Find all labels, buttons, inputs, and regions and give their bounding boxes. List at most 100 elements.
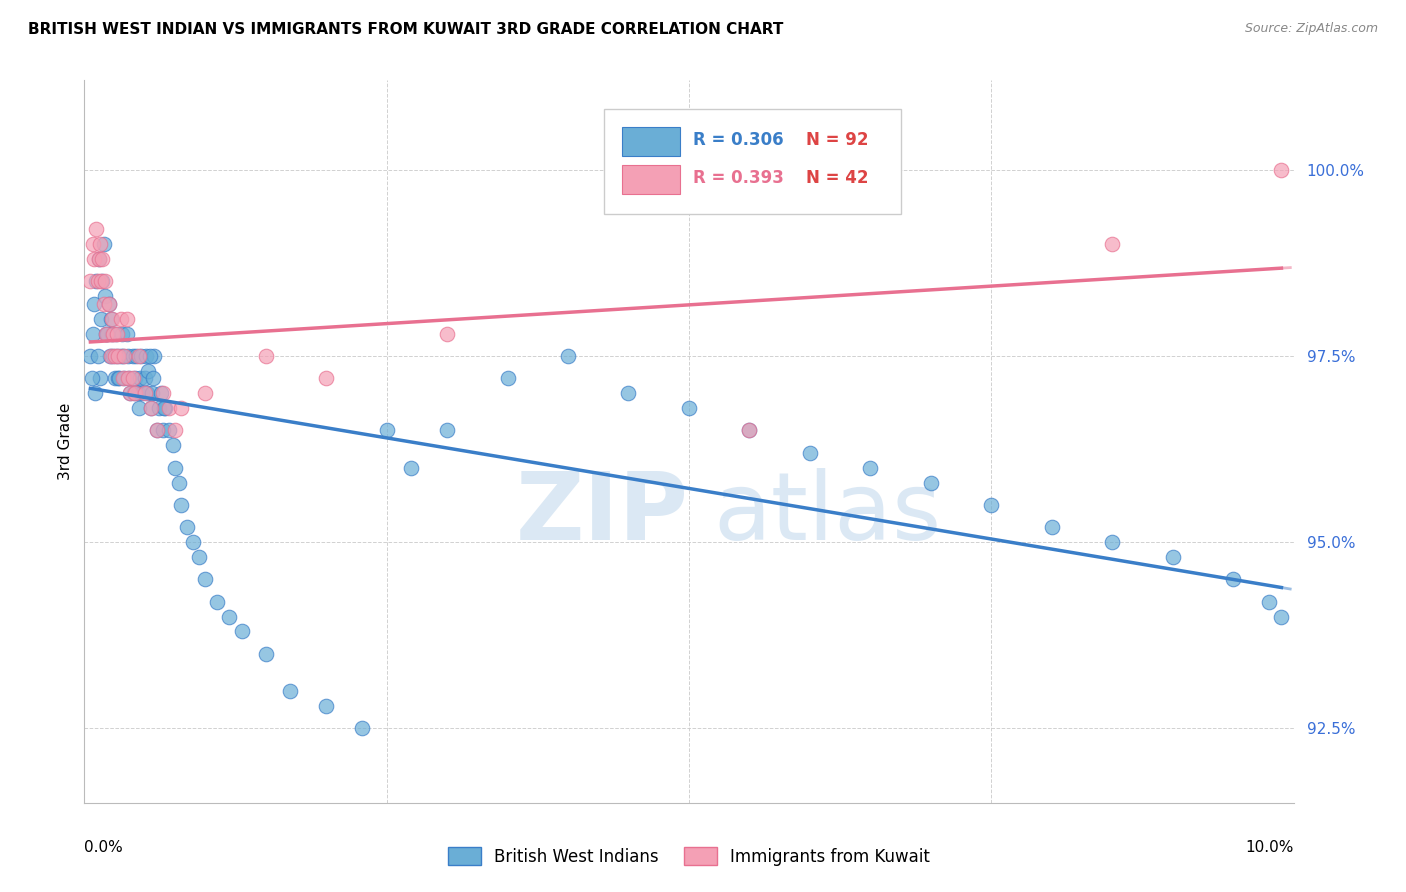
Point	[254, 647, 277, 661]
Point	[103, 349, 125, 363]
Point	[90, 311, 112, 326]
Point	[138, 349, 160, 363]
Point	[143, 349, 166, 363]
Point	[121, 371, 143, 385]
Point	[157, 401, 180, 415]
Point	[110, 311, 132, 326]
Point	[87, 252, 110, 266]
Point	[91, 274, 114, 288]
Point	[94, 326, 117, 341]
Point	[129, 371, 152, 385]
Point	[97, 297, 120, 311]
Point	[118, 371, 141, 385]
Point	[104, 349, 127, 363]
Point	[94, 326, 117, 341]
Point	[100, 311, 122, 326]
Point	[436, 326, 458, 341]
Point	[86, 222, 108, 236]
Point	[218, 609, 240, 624]
Text: R = 0.393: R = 0.393	[693, 169, 783, 186]
Text: N = 42: N = 42	[806, 169, 869, 186]
Point	[89, 371, 111, 385]
Point	[117, 371, 139, 385]
Point	[557, 349, 579, 363]
Point	[93, 237, 115, 252]
Point	[131, 386, 153, 401]
Point	[399, 460, 422, 475]
Point	[678, 401, 700, 415]
Point	[139, 401, 162, 415]
Bar	[623, 165, 681, 194]
Text: ZIP: ZIP	[516, 467, 689, 560]
Point	[152, 386, 174, 401]
Point	[101, 326, 124, 341]
Point	[1161, 549, 1184, 564]
Point	[315, 698, 337, 713]
Point	[152, 423, 174, 437]
Point	[128, 349, 150, 363]
Point	[980, 498, 1002, 512]
Point	[207, 595, 229, 609]
Point	[107, 371, 129, 385]
Point	[194, 386, 217, 401]
Point	[278, 684, 301, 698]
Point	[89, 237, 111, 252]
Point	[1040, 520, 1063, 534]
Point	[134, 386, 156, 401]
Point	[105, 326, 128, 341]
Point	[86, 349, 108, 363]
Bar	[623, 128, 681, 156]
Point	[98, 349, 121, 363]
Point	[120, 386, 142, 401]
Legend: British West Indians, Immigrants from Kuwait: British West Indians, Immigrants from Ku…	[439, 839, 939, 874]
Text: 0.0%: 0.0%	[84, 840, 124, 855]
Point	[738, 423, 761, 437]
Point	[82, 237, 104, 252]
FancyBboxPatch shape	[605, 109, 901, 214]
Point	[110, 349, 132, 363]
Point	[1270, 609, 1292, 624]
Point	[125, 349, 148, 363]
Point	[112, 371, 135, 385]
Point	[194, 572, 217, 586]
Point	[83, 252, 105, 266]
Point	[139, 401, 162, 415]
Point	[122, 386, 145, 401]
Point	[90, 274, 112, 288]
Text: BRITISH WEST INDIAN VS IMMIGRANTS FROM KUWAIT 3RD GRADE CORRELATION CHART: BRITISH WEST INDIAN VS IMMIGRANTS FROM K…	[28, 22, 783, 37]
Point	[84, 386, 107, 401]
Point	[138, 364, 160, 378]
Point	[101, 311, 124, 326]
Point	[83, 297, 105, 311]
Point	[375, 423, 398, 437]
Point	[94, 289, 117, 303]
Point	[108, 371, 131, 385]
Text: R = 0.306: R = 0.306	[693, 131, 783, 149]
Point	[165, 423, 187, 437]
Point	[79, 274, 101, 288]
Point	[124, 386, 146, 401]
Point	[104, 371, 127, 385]
Point	[181, 535, 204, 549]
Point	[129, 349, 152, 363]
Text: 10.0%: 10.0%	[1246, 840, 1294, 855]
Point	[111, 326, 134, 341]
Point	[149, 386, 172, 401]
Point	[1101, 237, 1123, 252]
Text: Source: ZipAtlas.com: Source: ZipAtlas.com	[1244, 22, 1378, 36]
Text: atlas: atlas	[713, 467, 942, 560]
Point	[96, 326, 118, 341]
Point	[100, 349, 122, 363]
Point	[104, 326, 127, 341]
Point	[1270, 162, 1292, 177]
Point	[80, 371, 103, 385]
Point	[91, 252, 114, 266]
Point	[170, 498, 193, 512]
Point	[79, 349, 101, 363]
Point	[128, 401, 150, 415]
Point	[117, 349, 139, 363]
Point	[1222, 572, 1244, 586]
Point	[94, 274, 117, 288]
Point	[859, 460, 882, 475]
Point	[93, 297, 115, 311]
